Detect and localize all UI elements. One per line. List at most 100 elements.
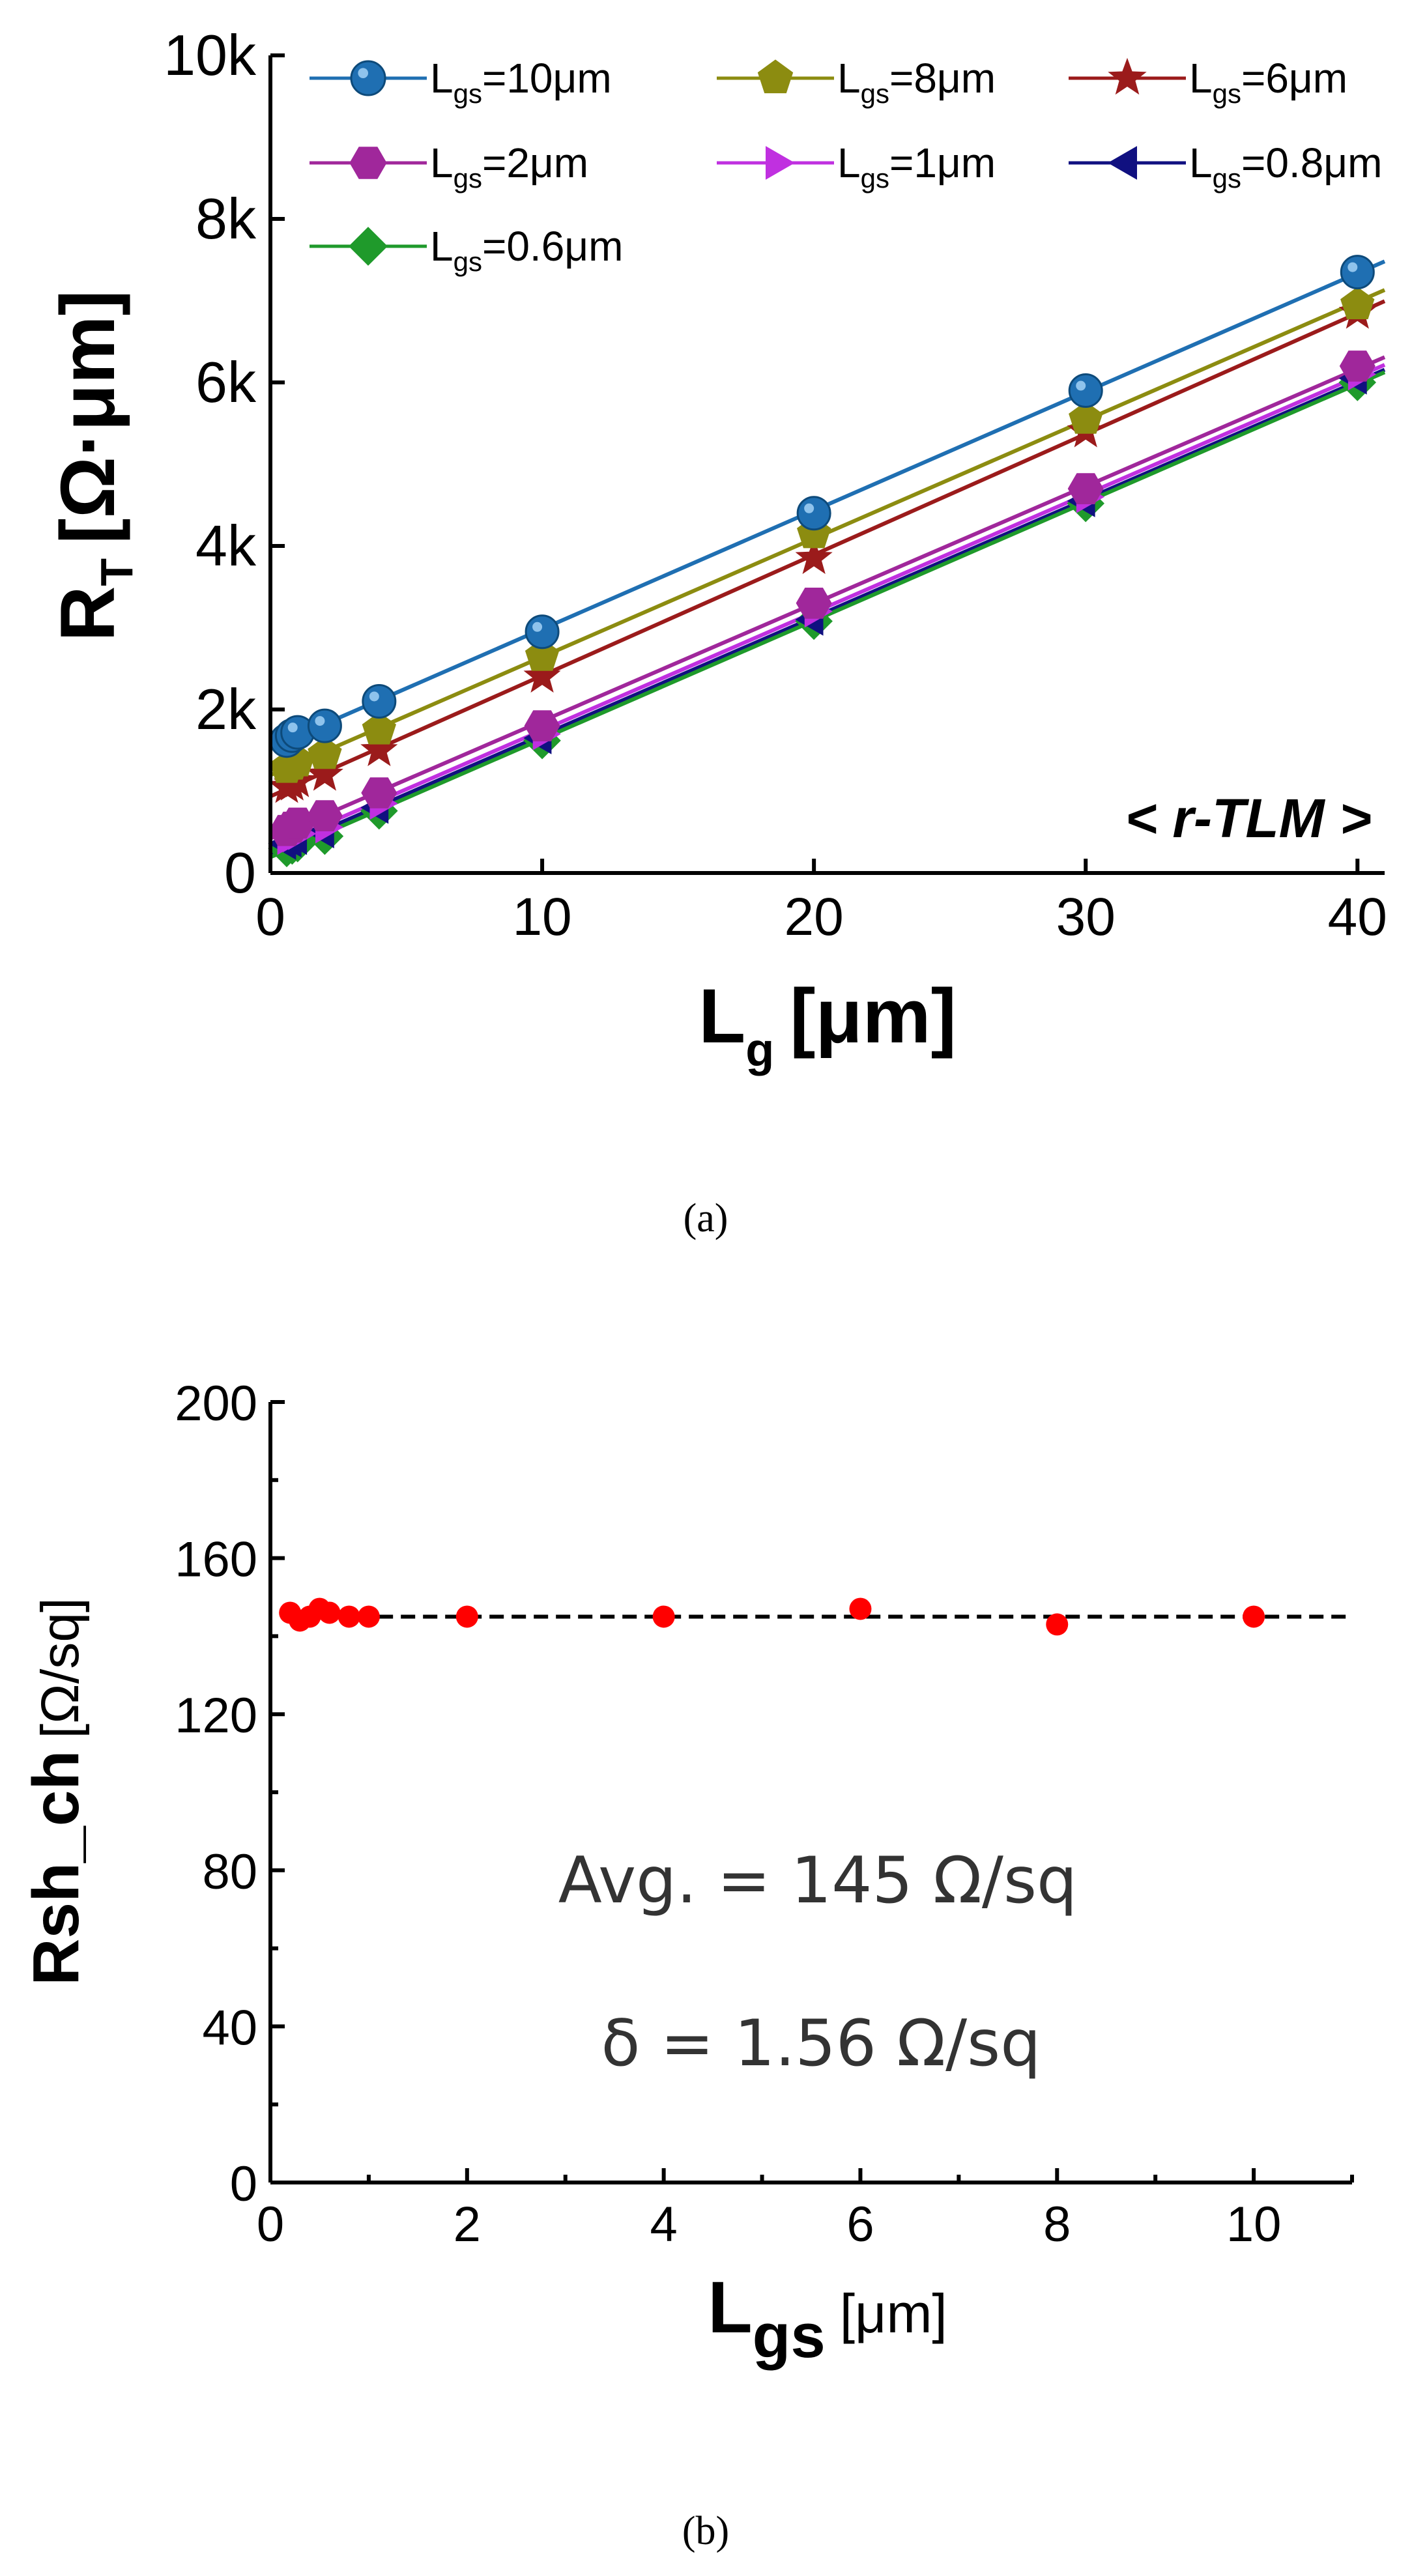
panel-a-x-tick-label: 30 xyxy=(1056,887,1116,947)
panel-b-x-tick-label: 4 xyxy=(650,2197,677,2252)
legend-label: Lgs=2μm xyxy=(430,139,588,193)
panel-a-x-title-main: L xyxy=(699,973,745,1059)
panel-a-x-axis-title: Lg [μm] xyxy=(699,973,957,1076)
panel-b-point xyxy=(849,1597,872,1620)
panel-b-y-title-unit: [Ω/sq] xyxy=(31,1597,90,1738)
panel-a-fit-line-6-m xyxy=(269,299,1386,799)
panel-a-annotation: < r-TLM > xyxy=(1125,788,1372,849)
panel-b-annotation-avg: Avg. = 145 Ω/sq xyxy=(558,1844,1077,1918)
panel-a-y-title-unit: [Ω·μm] xyxy=(45,290,131,544)
panel-b-y-tick-label: 0 xyxy=(230,2156,257,2212)
legend-marker xyxy=(1108,57,1147,95)
panel-a-y-tick-label: 6k xyxy=(195,350,257,414)
panel-b-x-title-unit: [μm] xyxy=(840,2283,947,2344)
panel-b-y-tick-label: 200 xyxy=(175,1376,257,1431)
panel-a-point-8-m xyxy=(308,736,342,769)
panel-a-point-10-m-highlight xyxy=(804,503,814,513)
panel-a-y-title-sub: T xyxy=(91,558,142,586)
panel-b-x-title-main: L xyxy=(708,2267,752,2348)
panel-a-x-title-sub: g xyxy=(745,1024,774,1076)
legend-item-6-m: Lgs=6μm xyxy=(1069,55,1347,109)
panel-a-point-6-m xyxy=(795,538,833,575)
legend-marker xyxy=(766,146,795,180)
panel-b-point xyxy=(455,1605,478,1628)
panel-b-point xyxy=(1046,1613,1069,1636)
panel-a-point-2-m xyxy=(796,588,832,619)
panel-b-x-tick-label: 6 xyxy=(846,2197,874,2252)
legend-item-8-m: Lgs=8μm xyxy=(717,55,996,109)
panel-b-x-title-sub: gs xyxy=(753,2301,826,2371)
legend-label: Lgs=1μm xyxy=(837,139,996,193)
panel-b-x-tick-label: 10 xyxy=(1226,2197,1282,2252)
legend-label: Lgs=8μm xyxy=(837,55,996,109)
legend-marker xyxy=(350,60,386,96)
panel-b-x-tick-label: 2 xyxy=(454,2197,481,2252)
panel-b-y-tick-label: 40 xyxy=(202,2000,257,2055)
panel-a-legend: Lgs=10μm Lgs=8μm Lgs=6μm Lgs=2μm Lgs=1μm Lgs=… xyxy=(310,55,1382,277)
panel-b-x-axis-title: Lgs [μm] xyxy=(708,2267,947,2371)
legend-marker xyxy=(349,227,388,266)
panel-a-y-axis-title: RT [Ω·μm] xyxy=(45,290,142,642)
panel-a-point-6-m xyxy=(306,755,343,791)
panel-b-y-title-main: Rsh_ch xyxy=(20,1751,93,1986)
panel-b-chart: 0 2 4 6 8 10 0 40 80 120 160 200 Rsh_ch [Ω/sq] Lgs [μ… xyxy=(20,1376,1354,2371)
panel-b-y-tick-label: 120 xyxy=(175,1688,257,1743)
panel-a-point-10-m-highlight xyxy=(315,716,325,726)
panel-a-chart: 0 10 20 30 40 0 2k 4k 6k 8k 10k RT [Ω·μm] Lg [μm] < … xyxy=(45,23,1387,1076)
panel-a-point-2-m xyxy=(1067,473,1104,504)
panel-b-x-tick-label: 0 xyxy=(257,2197,284,2252)
panel-b-y-axis-title: Rsh_ch [Ω/sq] xyxy=(20,1597,93,1986)
panel-a-point-10-m-highlight xyxy=(1076,380,1086,391)
panel-a-point-10-m-highlight xyxy=(287,723,298,733)
panel-a-x-tick-label: 10 xyxy=(512,887,571,947)
panel-a-y-tick-label: 0 xyxy=(224,840,256,905)
panel-a-point-6-m xyxy=(360,730,398,766)
panel-a-y-tick-label: 10k xyxy=(164,23,257,87)
panel-a-y-title-main: R xyxy=(45,586,131,642)
panel-b-annotation-delta: δ = 1.56 Ω/sq xyxy=(601,2007,1041,2081)
panel-a-x-tick-label: 40 xyxy=(1328,887,1387,947)
panel-a-point-2-m xyxy=(306,800,343,831)
panel-a-point-10-m-highlight xyxy=(369,691,379,702)
legend-label: Lgs=0.6μm xyxy=(430,223,623,277)
panel-b-point xyxy=(318,1601,341,1624)
panel-a-point-8-m xyxy=(1340,287,1375,319)
legend-label: Lgs=6μm xyxy=(1189,55,1347,109)
panel-b-point xyxy=(1243,1605,1265,1628)
panel-a-y-tick-label: 2k xyxy=(195,677,257,741)
panel-a-point-8-m xyxy=(362,711,396,745)
panel-a-y-tick-label: 8k xyxy=(195,186,257,251)
legend-item-0-8-m: Lgs=0.8μm xyxy=(1069,139,1382,193)
panel-b-caption: (b) xyxy=(682,2509,729,2553)
panel-a-fit-line-0-6-m xyxy=(269,370,1386,859)
legend-item-10-m: Lgs=10μm xyxy=(310,55,612,109)
panel-b-point xyxy=(652,1605,675,1628)
panel-a-point-6-m xyxy=(523,657,561,693)
legend-marker xyxy=(757,59,794,94)
panel-a-point-10-m-highlight xyxy=(1347,262,1358,272)
panel-b-y-tick-label: 160 xyxy=(175,1532,257,1588)
panel-a-caption: (a) xyxy=(684,1196,728,1240)
panel-b-point xyxy=(357,1605,380,1628)
panel-a-point-2-m xyxy=(1339,351,1376,382)
panel-a-point-2-m xyxy=(280,807,316,839)
panel-a-point-10-m xyxy=(362,683,397,719)
panel-a-point-10-m-highlight xyxy=(532,622,543,632)
legend-item-1-m: Lgs=1μm xyxy=(717,139,996,193)
panel-a-point-10-m xyxy=(525,614,560,650)
panel-a-point-8-m xyxy=(1069,401,1103,434)
panel-a-x-title-unit: [μm] xyxy=(790,973,957,1059)
legend-item-0-6-m: Lgs=0.6μm xyxy=(310,223,623,277)
panel-a-x-tick-label: 20 xyxy=(785,887,844,947)
panel-b-x-tick-label: 8 xyxy=(1043,2197,1071,2252)
panel-a-y-tick-label: 4k xyxy=(195,513,257,578)
panel-b-y-tick-label: 80 xyxy=(202,1844,257,1900)
legend-marker xyxy=(1108,146,1137,180)
legend-label: Lgs=10μm xyxy=(430,55,612,109)
legend-item-2-m: Lgs=2μm xyxy=(310,139,588,193)
legend-marker-highlight xyxy=(358,68,368,78)
panel-a-point-10-m xyxy=(1068,373,1103,408)
legend-label: Lgs=0.8μm xyxy=(1189,139,1382,193)
panel-a-point-10-m xyxy=(307,708,342,743)
